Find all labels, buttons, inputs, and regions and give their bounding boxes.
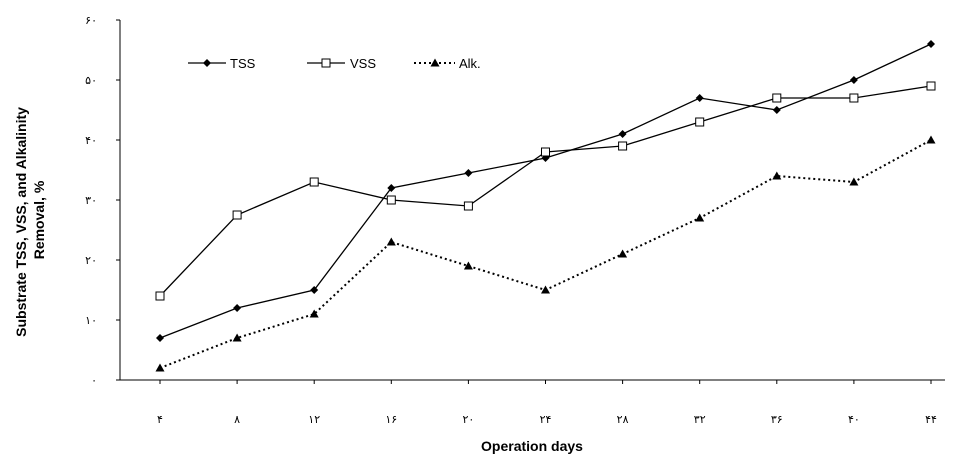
- x-tick-label: ۸: [234, 413, 240, 426]
- data-point-vss: [386, 195, 396, 205]
- y-tick-label: ۱۰: [85, 314, 97, 327]
- x-tick-label: ۲۰: [462, 413, 474, 426]
- data-point-vss: [541, 147, 550, 157]
- data-point-vss: [155, 291, 165, 301]
- y-tick-label: ۳۰: [85, 194, 97, 207]
- data-point-vss: [849, 93, 859, 103]
- data-point-tss: [387, 184, 396, 192]
- legend: TSS VSS Alk.: [188, 56, 481, 71]
- series-line-tss: [159, 43, 932, 339]
- data-point-tss: [310, 286, 319, 294]
- y-tick-label: ۰: [91, 374, 97, 387]
- data-point-alk: [695, 213, 705, 222]
- data-point-tss: [849, 76, 858, 84]
- data-point-vss: [463, 201, 473, 211]
- x-tick-label: ۳۲: [694, 413, 706, 426]
- x-tick-label: ۱۲: [308, 413, 320, 426]
- legend-marker-vss: [321, 58, 331, 68]
- data-point-alk: [618, 249, 628, 258]
- data-point-alk: [309, 309, 319, 318]
- legend-marker-alk: [430, 58, 440, 67]
- x-tick-label: ۳۶: [771, 413, 783, 426]
- data-point-vss: [232, 210, 242, 220]
- x-axis-title: Operation days: [481, 438, 583, 454]
- data-point-alk: [541, 285, 550, 294]
- legend-label-alk: Alk.: [459, 56, 481, 71]
- y-tick-label: ۶۰: [85, 14, 97, 27]
- data-point-tss: [695, 94, 704, 102]
- x-tick-label: ۴۰: [848, 413, 860, 426]
- legend-label-vss: VSS: [350, 56, 376, 71]
- data-point-vss: [695, 117, 705, 127]
- x-tick-label: ۲۸: [617, 413, 629, 426]
- y-ticks: ۰ ۱۰ ۲۰ ۳۰ ۴۰ ۵۰ ۶۰: [85, 14, 120, 387]
- series-line-alk: [159, 139, 932, 369]
- data-point-alk: [926, 135, 936, 144]
- data-point-vss: [309, 177, 319, 187]
- legend-marker-tss: [203, 59, 211, 67]
- data-point-alk: [232, 333, 242, 342]
- legend-item-vss: VSS: [307, 56, 376, 71]
- series-layer: [155, 40, 936, 372]
- data-point-tss: [464, 169, 473, 177]
- data-point-vss: [772, 93, 782, 103]
- series-line-vss: [159, 85, 932, 297]
- x-tick-label: ۴۴: [925, 413, 937, 426]
- x-tick-label: ۱۶: [385, 413, 397, 426]
- data-point-tss: [233, 304, 242, 312]
- legend-item-tss: TSS: [188, 56, 256, 71]
- x-tick-label: ۲۴: [540, 413, 552, 426]
- y-axis-title-line-2: Removal, %: [31, 180, 47, 259]
- data-point-alk: [386, 237, 396, 246]
- data-point-alk: [463, 261, 473, 270]
- data-point-tss: [772, 106, 781, 114]
- y-tick-label: ۴۰: [85, 134, 97, 147]
- data-point-alk: [772, 171, 782, 180]
- y-axis-title: Substrate TSS, VSS, and Alkalinity Remov…: [13, 103, 47, 337]
- y-axis-title-line-1: Substrate TSS, VSS, and Alkalinity: [13, 107, 29, 337]
- data-point-alk: [155, 363, 165, 372]
- x-ticks: ۴ ۸ ۱۲ ۱۶ ۲۰ ۲۴ ۲۸ ۳۲ ۳۶ ۴۰ ۴۴: [157, 380, 937, 426]
- data-point-tss: [927, 40, 935, 48]
- legend-label-tss: TSS: [230, 56, 256, 71]
- data-point-tss: [618, 130, 627, 138]
- y-tick-label: ۵۰: [85, 74, 97, 87]
- data-point-alk: [849, 177, 859, 186]
- data-point-tss: [156, 334, 164, 342]
- axes: [119, 20, 945, 381]
- x-tick-label: ۴: [157, 413, 163, 426]
- data-point-vss: [618, 141, 628, 151]
- y-tick-label: ۲۰: [85, 254, 97, 267]
- data-point-vss: [926, 81, 936, 91]
- legend-item-alk: Alk.: [414, 56, 481, 71]
